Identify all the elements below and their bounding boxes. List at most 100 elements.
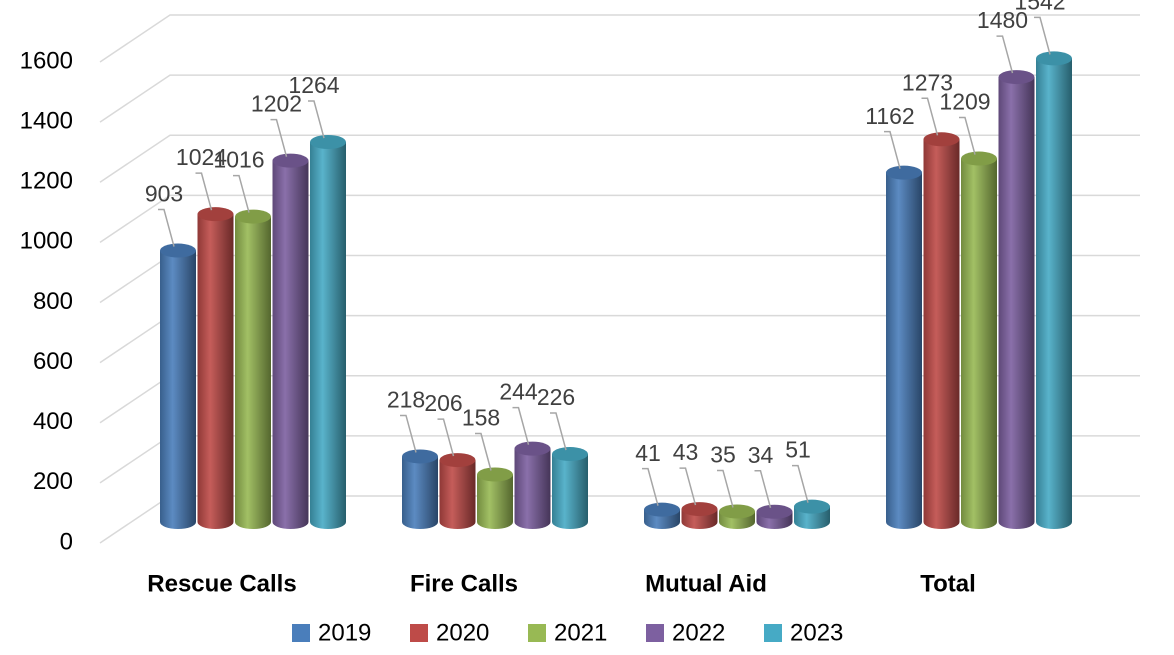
- value-label: 35: [710, 442, 736, 468]
- bar: [235, 216, 271, 522]
- leader-line: [642, 467, 659, 506]
- legend-swatch: [528, 624, 546, 642]
- y-tick-label: 1200: [20, 168, 73, 195]
- y-tick-label: 1000: [20, 228, 73, 255]
- value-label: 1264: [288, 72, 339, 98]
- bar-top: [477, 467, 513, 482]
- value-label: 218: [387, 387, 425, 413]
- legend-label: 2019: [318, 619, 371, 646]
- bar-top: [1036, 51, 1072, 66]
- bar: [998, 77, 1035, 522]
- leader-line: [437, 418, 455, 457]
- grid-line: [99, 134, 1140, 183]
- legend-label: 2022: [672, 619, 725, 646]
- bar-top: [794, 499, 830, 514]
- value-label: 244: [499, 379, 538, 405]
- value-label: 206: [424, 390, 462, 416]
- grid-line: [99, 14, 1140, 63]
- bar: [477, 474, 513, 522]
- bar-top: [886, 165, 922, 180]
- bar: [310, 142, 346, 522]
- bar-top: [272, 153, 309, 168]
- bar-top: [235, 209, 271, 224]
- y-tick-label: 200: [33, 468, 73, 495]
- leader-line: [512, 406, 530, 445]
- leader-line: [550, 412, 567, 451]
- leader-line: [679, 467, 697, 506]
- value-label: 41: [635, 440, 661, 466]
- bar-top: [439, 453, 476, 468]
- value-label: 34: [748, 442, 774, 468]
- y-tick-label: 400: [33, 408, 73, 435]
- bar: [402, 456, 438, 522]
- value-label: 43: [673, 439, 699, 465]
- x-tick-label: Rescue Calls: [147, 570, 296, 597]
- bar-top: [681, 502, 718, 517]
- legend-swatch: [410, 624, 428, 642]
- bar-top: [402, 449, 438, 464]
- legend-swatch: [292, 624, 310, 642]
- bar: [886, 172, 922, 522]
- leader-line: [233, 174, 250, 213]
- leader-line: [754, 470, 772, 508]
- leader-line: [158, 208, 175, 247]
- bar-top: [719, 504, 755, 519]
- value-label: 1162: [865, 103, 914, 129]
- bar: [197, 214, 234, 522]
- bar-top: [756, 504, 793, 519]
- legend-swatch: [764, 624, 782, 642]
- bar: [1036, 58, 1072, 522]
- y-tick-label: 1600: [20, 47, 73, 74]
- bar-top: [998, 70, 1035, 85]
- value-label: 158: [462, 405, 500, 431]
- bar: [272, 160, 309, 522]
- bar-top: [514, 441, 551, 456]
- grid-line: [99, 194, 1140, 243]
- leader-line: [884, 130, 901, 169]
- y-tick-label: 1400: [20, 107, 73, 134]
- bar-top: [961, 151, 997, 166]
- value-label: 1016: [213, 147, 264, 173]
- value-label: 226: [537, 384, 575, 410]
- leader-line: [996, 35, 1014, 74]
- legend-label: 2021: [554, 619, 607, 646]
- leader-line: [195, 172, 213, 211]
- bar-top: [197, 207, 234, 222]
- value-label: 1273: [902, 69, 953, 95]
- bar-top: [644, 502, 680, 517]
- y-tick-label: 600: [33, 348, 73, 375]
- y-tick-label: 0: [60, 528, 73, 555]
- x-tick-label: Fire Calls: [410, 570, 518, 597]
- legend-label: 2023: [790, 619, 843, 646]
- leader-line: [717, 469, 734, 508]
- bar: [514, 448, 551, 522]
- x-tick-label: Mutual Aid: [645, 570, 767, 597]
- leader-line: [1034, 16, 1051, 55]
- legend-swatch: [646, 624, 664, 642]
- legend-label: 2020: [436, 619, 489, 646]
- y-tick-label: 800: [33, 288, 73, 315]
- bar-top: [310, 135, 346, 150]
- leader-line: [308, 100, 325, 139]
- bar: [439, 460, 476, 522]
- bar: [160, 250, 196, 522]
- value-label: 1480: [977, 7, 1028, 33]
- leader-line: [792, 464, 809, 503]
- grid-line: [99, 74, 1140, 123]
- leader-line: [400, 414, 417, 453]
- bar: [923, 139, 960, 522]
- bar: [552, 454, 588, 522]
- leader-line: [921, 97, 939, 136]
- leader-line: [959, 116, 976, 155]
- value-label: 1024: [176, 144, 227, 170]
- value-label: 1542: [1014, 0, 1065, 15]
- bar-top: [160, 243, 196, 258]
- x-tick-label: Total: [920, 570, 976, 597]
- value-label: 51: [785, 437, 811, 463]
- value-label: 1202: [251, 91, 302, 117]
- leader-line: [475, 432, 492, 471]
- leader-line: [270, 118, 288, 157]
- bar: [961, 158, 997, 522]
- value-label: 903: [145, 181, 183, 207]
